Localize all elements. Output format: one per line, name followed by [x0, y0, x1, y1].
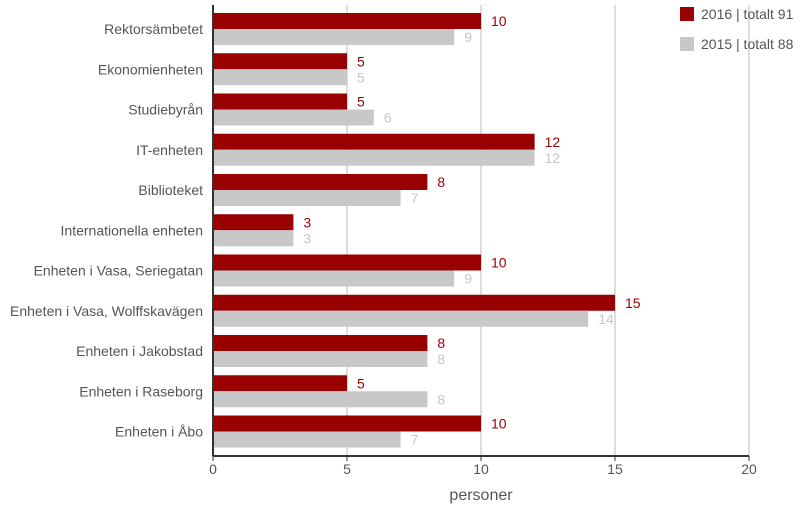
data-label: 10: [491, 416, 507, 432]
bar-2015: [213, 351, 428, 367]
data-label: 6: [384, 110, 392, 126]
data-label: 3: [303, 230, 311, 246]
legend-swatch: [680, 37, 694, 51]
data-label: 5: [357, 53, 365, 69]
data-label: 14: [598, 311, 614, 327]
category-labels: Rektorsämbetet Ekonomienheten Studiebyrån I…: [10, 21, 203, 440]
data-label: 8: [437, 174, 445, 190]
data-label: 12: [545, 150, 561, 166]
data-label: 5: [357, 69, 365, 85]
data-label: 9: [464, 29, 472, 45]
legend-swatch: [680, 7, 694, 21]
bars-group: [213, 13, 615, 448]
bar-2015: [213, 109, 374, 126]
category-label: Biblioteket: [138, 182, 203, 198]
legend-label: 2015 | totalt 88: [701, 36, 794, 52]
bar-2016: [213, 375, 347, 392]
data-label: 7: [411, 432, 419, 448]
bar-2016: [213, 93, 347, 110]
x-tick-label: 5: [343, 461, 351, 477]
data-label: 12: [545, 134, 561, 150]
bar-2015: [213, 69, 347, 86]
data-label: 5: [357, 375, 365, 391]
category-label: Ekonomienheten: [98, 61, 203, 77]
bar-2015: [213, 190, 401, 206]
bar-2015: [213, 149, 535, 166]
category-label: Enheten i Jakobstad: [76, 343, 203, 359]
legend: 2016 | totalt 91 2015 | totalt 88: [680, 6, 794, 52]
bar-2015: [213, 391, 428, 408]
category-label: Enheten i Vasa, Seriegatan: [34, 263, 203, 279]
category-label: IT-enheten: [136, 142, 203, 158]
category-label: Studiebyrån: [128, 102, 203, 118]
bar-2016: [213, 294, 615, 311]
data-label: 5: [357, 94, 365, 110]
category-label: Enheten i Vasa, Wolffskavägen: [10, 303, 203, 319]
bar-2015: [213, 230, 294, 247]
data-label: 3: [303, 214, 311, 230]
bar-2016: [213, 415, 481, 432]
x-tick-label: 15: [607, 461, 623, 477]
x-tick-label: 0: [209, 461, 217, 477]
x-tick-label: 20: [741, 461, 757, 477]
category-label: Enheten i Åbo: [115, 424, 203, 440]
bar-2016: [213, 174, 428, 190]
x-axis-title: personer: [449, 487, 513, 504]
data-label: 7: [411, 190, 419, 206]
bar-2016: [213, 335, 428, 351]
category-label: Enheten i Raseborg: [79, 383, 203, 399]
bar-2016: [213, 13, 481, 29]
x-tick-labels: 0 5 10 15 20: [209, 461, 757, 477]
gridlines: [346, 5, 750, 456]
axes: [212, 5, 750, 461]
data-label: 10: [491, 13, 507, 29]
bar-2016: [213, 214, 294, 231]
x-tick-label: 10: [473, 461, 489, 477]
legend-label: 2016 | totalt 91: [701, 6, 794, 22]
data-label: 8: [437, 351, 445, 367]
category-label: Rektorsämbetet: [104, 21, 203, 37]
category-label: Internationella enheten: [61, 222, 203, 238]
bar-2016: [213, 254, 481, 271]
bar-2015: [213, 29, 455, 45]
data-label: 15: [625, 295, 641, 311]
data-label: 10: [491, 255, 507, 271]
bar-2016: [213, 53, 347, 70]
bar-2015: [213, 270, 455, 287]
data-label: 9: [464, 271, 472, 287]
bar-2016: [213, 133, 535, 150]
bar-2015: [213, 431, 401, 448]
data-label: 8: [437, 335, 445, 351]
bar-2015: [213, 310, 589, 327]
data-label: 8: [437, 391, 445, 407]
